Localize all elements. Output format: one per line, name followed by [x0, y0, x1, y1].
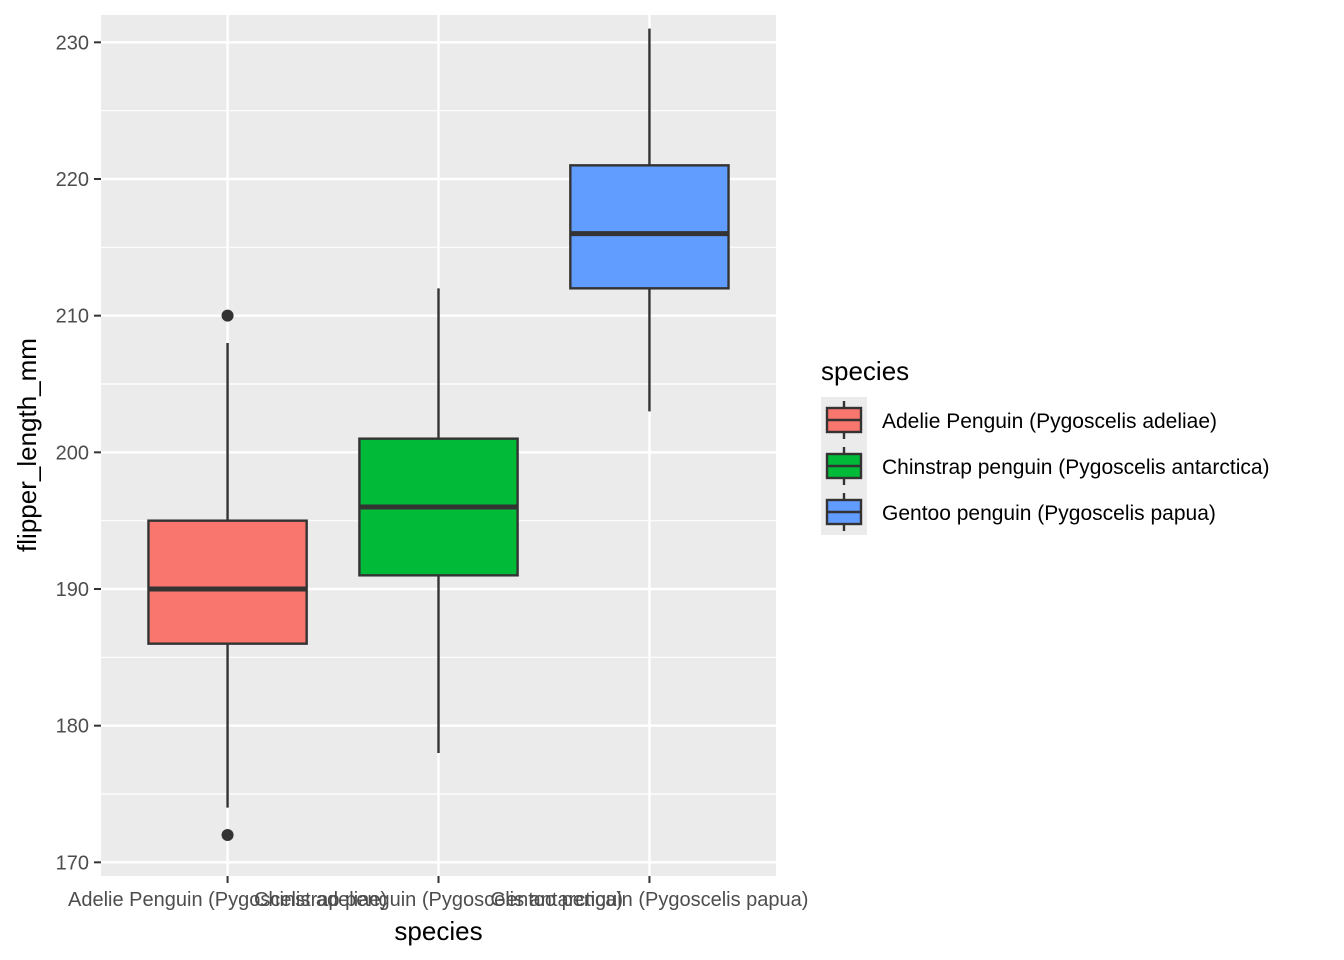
x-tick-label: Adelie Penguin (Pygoscelis adeliae)	[68, 889, 387, 911]
y-axis-title: flipper_length_mm	[12, 338, 42, 552]
y-tick-label: 220	[56, 169, 89, 191]
legend-item: Gentoo penguin (Pygoscelis papua)	[825, 493, 1216, 531]
box-iqr	[147, 519, 308, 645]
legend-label: Gentoo penguin (Pygoscelis papua)	[882, 502, 1216, 525]
box-3	[569, 28, 730, 412]
legend-label: Chinstrap penguin (Pygoscelis antarctica…	[882, 456, 1270, 479]
y-tick-label: 170	[56, 852, 89, 874]
box-1	[147, 309, 308, 841]
outlier-point	[221, 309, 234, 322]
x-tick-label: Gentoo penguin (Pygoscelis papua)	[490, 889, 808, 911]
y-tick-label: 180	[56, 716, 89, 738]
legend-label: Adelie Penguin (Pygoscelis adeliae)	[882, 410, 1217, 433]
boxes	[147, 28, 730, 841]
box-iqr	[569, 164, 730, 290]
legend-title: species	[821, 356, 909, 386]
y-tick-label: 230	[56, 32, 89, 54]
legend-item: Adelie Penguin (Pygoscelis adeliae)	[825, 401, 1217, 439]
outlier-point	[221, 829, 234, 841]
x-axis: Adelie Penguin (Pygoscelis adeliae)Chins…	[68, 876, 808, 911]
box-2	[358, 288, 519, 753]
y-tick-label: 190	[56, 579, 89, 601]
x-tick-label: Chinstrap penguin (Pygoscelis antarctica…	[254, 889, 623, 911]
legend: species Adelie Penguin (Pygoscelis adeli…	[821, 356, 1270, 535]
y-axis: 170 180 190 200 210 220 230	[56, 32, 101, 874]
y-tick-label: 210	[56, 306, 89, 328]
x-axis-title: species	[394, 916, 482, 946]
y-tick-label: 200	[56, 442, 89, 464]
legend-item: Chinstrap penguin (Pygoscelis antarctica…	[825, 447, 1270, 485]
